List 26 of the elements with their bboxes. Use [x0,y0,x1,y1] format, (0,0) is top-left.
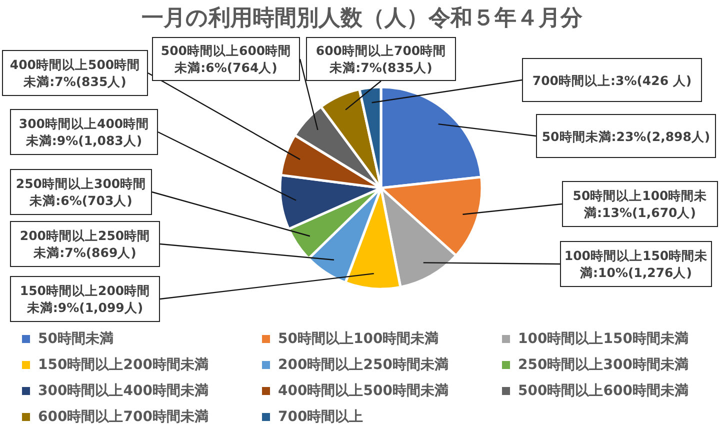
legend-label: 200時間以上250時間未満 [278,357,448,373]
data-label: 50時間以上100時間未満:13%(1,670人) [562,181,718,227]
data-label: 50時間未満:23%(2,898人) [536,114,716,158]
legend-label: 500時間以上600時間未満 [518,383,688,399]
data-label: 600時間以上700時間未満:7%(835人) [306,37,456,81]
legend-label: 100時間以上150時間未満 [518,331,688,347]
data-label: 150時間以上200時間未満:9%(1,099人) [10,276,160,322]
data-label: 200時間以上250時間未満:7%(869人) [10,221,160,267]
data-label: 300時間以上400時間未満:9%(1,083人) [10,109,158,155]
legend-label: 600時間以上700時間未満 [38,409,208,425]
legend-label: 400時間以上500時間未満 [278,383,448,399]
legend-label: 50時間以上100時間未満 [278,331,439,347]
legend-label: 300時間以上400時間未満 [38,383,208,399]
pie-slice [380,176,484,257]
legend-label: 700時間以上 [278,409,364,425]
data-label: 500時間以上600時間未満:6%(764人) [152,37,300,81]
pie-slice [380,86,483,190]
legend-label: 50時間未満 [38,331,114,347]
pie-slice [358,86,382,190]
data-label: 400時間以上500時間未満:7%(835人) [2,50,148,96]
data-label: 700時間以上:3%(426 人) [522,58,702,102]
legend-label: 250時間以上300時間未満 [518,357,688,373]
chart-title: 一月の利用時間別人数（人）令和５年４月分 [142,6,584,31]
data-label: 100時間以上150時間未満:10%(1,276人) [560,241,712,287]
legend-label: 150時間以上200時間未満 [38,357,208,373]
data-label: 250時間以上300時間未満:6%(703人) [10,169,152,215]
